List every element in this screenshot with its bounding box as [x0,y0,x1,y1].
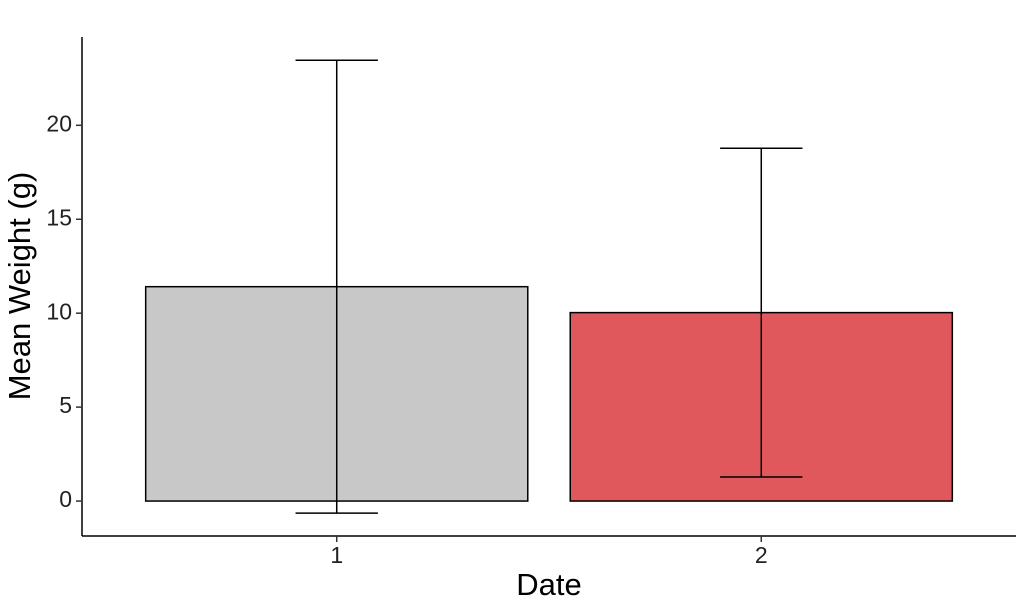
x-tick-label: 2 [755,542,768,568]
y-tick-label: 20 [46,110,72,136]
x-axis-title: Date [516,567,581,602]
x-tick-label: 1 [330,542,343,568]
y-tick-label: 15 [46,204,72,230]
error-bar [295,59,378,514]
y-tick-label: 5 [59,392,72,418]
y-axis-title: Mean Weight (g) [2,172,37,401]
y-tick-label: 10 [46,298,72,324]
y-tick-label: 0 [59,486,72,512]
error-bar [720,147,803,478]
